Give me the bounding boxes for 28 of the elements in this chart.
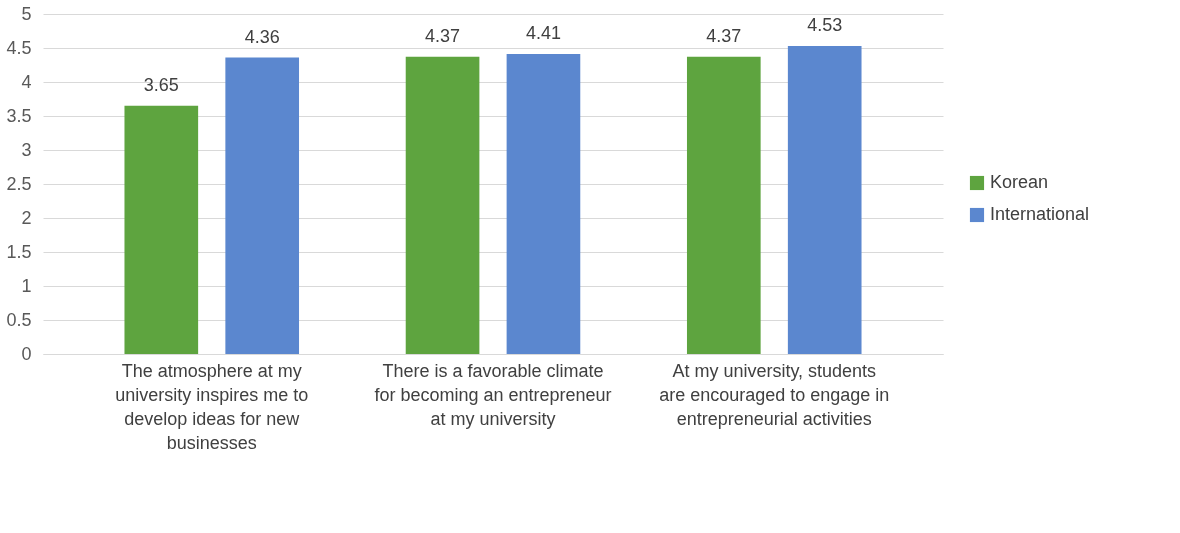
x-tick-label: There is a favorable climate for becoming an entrepreneur at my university (374, 360, 612, 429)
y-tick-label: 5 (21, 3, 32, 24)
y-tick-label: 2 (21, 207, 32, 228)
bar (686, 56, 761, 354)
y-tick-label: 0.5 (6, 309, 32, 330)
data-label: 4.37 (706, 25, 742, 46)
bar (787, 45, 862, 354)
x-tick-label: At my university, students are encouraged to engage in entrepreneurial activities (659, 360, 890, 429)
y-tick-label: 1.5 (6, 241, 32, 262)
legend-label: Korean (990, 172, 1049, 192)
bar (124, 105, 199, 354)
legend-label: International (990, 204, 1090, 224)
bar (405, 56, 480, 354)
y-tick-label: 3 (21, 139, 32, 160)
y-tick-label: 4.5 (6, 37, 32, 58)
y-tick-label: 2.5 (6, 173, 32, 194)
bar (225, 57, 300, 354)
data-label: 4.36 (244, 26, 280, 47)
bar (506, 54, 581, 354)
data-label: 4.37 (425, 25, 461, 46)
data-label: 3.65 (143, 74, 179, 95)
y-tick-label: 1 (21, 275, 32, 296)
y-tick-label: 4 (21, 71, 32, 92)
y-tick-label: 0 (21, 343, 32, 364)
x-tick-label: The atmosphere at my university inspires me to develop ideas for new businesses (115, 360, 309, 453)
data-label: 4.53 (807, 14, 843, 35)
y-tick-label: 3.5 (6, 105, 32, 126)
data-label: 4.41 (525, 23, 561, 44)
